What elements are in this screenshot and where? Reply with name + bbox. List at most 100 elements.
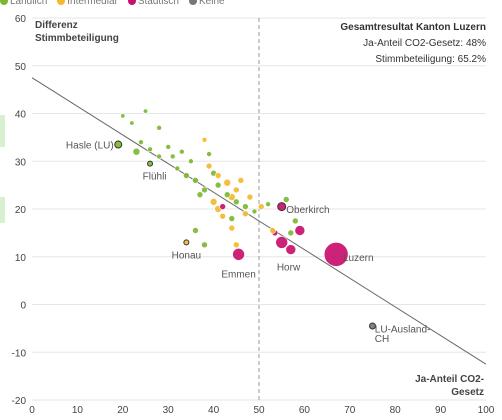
data-point bbox=[251, 208, 258, 215]
y-tick-label: 0 bbox=[20, 301, 26, 312]
data-point bbox=[214, 172, 222, 179]
data-point bbox=[147, 160, 154, 167]
data-point bbox=[242, 203, 249, 210]
data-point bbox=[277, 202, 287, 212]
data-point bbox=[246, 193, 254, 201]
data-point bbox=[232, 248, 245, 261]
data-point bbox=[206, 151, 212, 157]
x-tick-label: 0 bbox=[29, 405, 35, 415]
legend-label: Keine bbox=[198, 0, 225, 7]
x-tick-label: 20 bbox=[117, 405, 129, 415]
data-point bbox=[228, 224, 236, 232]
x-tick-label: 100 bbox=[478, 405, 495, 415]
data-point bbox=[237, 177, 245, 184]
data-point bbox=[201, 186, 208, 194]
data-point bbox=[183, 172, 190, 179]
point-label: LU-Ausland- bbox=[375, 324, 431, 335]
y-tick-label: 60 bbox=[15, 14, 27, 25]
data-point bbox=[147, 146, 153, 153]
data-point bbox=[369, 322, 376, 330]
point-label: Luzern bbox=[343, 253, 374, 264]
data-point bbox=[223, 178, 232, 187]
data-point bbox=[143, 108, 149, 114]
data-point bbox=[257, 203, 265, 210]
data-point bbox=[120, 113, 126, 119]
data-point bbox=[233, 241, 240, 249]
data-point bbox=[214, 181, 222, 189]
y-axis-label: Differenz bbox=[35, 20, 78, 31]
legend-item: Landlich bbox=[0, 0, 48, 7]
point-label: Hasle (LU) bbox=[66, 141, 114, 152]
trend-line bbox=[31, 77, 487, 365]
data-point bbox=[165, 144, 171, 150]
legend-item: Stadtisch bbox=[127, 0, 179, 7]
data-point bbox=[132, 147, 141, 156]
data-point bbox=[285, 244, 297, 255]
data-point bbox=[223, 191, 231, 198]
data-point bbox=[275, 236, 289, 249]
data-point bbox=[233, 198, 240, 206]
legend-label: Intermediar bbox=[67, 0, 118, 7]
data-point bbox=[287, 229, 295, 237]
point-label: Honau bbox=[172, 250, 201, 261]
data-point bbox=[174, 165, 181, 172]
x-tick-label: 80 bbox=[390, 405, 402, 415]
y-tick-label: 50 bbox=[15, 62, 27, 73]
legend-item: Keine bbox=[188, 0, 225, 7]
data-point bbox=[294, 225, 306, 236]
x-tick-label: 30 bbox=[163, 405, 175, 415]
data-point bbox=[219, 212, 226, 220]
summary-title: Gesamtresultat Kanton Luzern bbox=[340, 22, 486, 33]
circle-icon bbox=[57, 0, 66, 5]
data-point bbox=[219, 203, 226, 210]
data-point bbox=[192, 227, 199, 234]
data-point bbox=[129, 120, 135, 126]
data-point bbox=[196, 191, 204, 198]
circle-icon bbox=[0, 0, 8, 5]
legend-label: Landlich bbox=[10, 0, 48, 7]
x-tick-label: 40 bbox=[208, 405, 220, 415]
point-label: Flühli bbox=[143, 172, 167, 183]
side-marker bbox=[0, 115, 5, 147]
data-point bbox=[169, 153, 176, 160]
y-tick-label: 30 bbox=[15, 157, 27, 168]
y-axis-label: Stimmbeteiligung bbox=[35, 33, 119, 44]
data-point bbox=[323, 242, 349, 267]
circle-icon bbox=[188, 0, 197, 5]
data-point bbox=[201, 241, 208, 249]
summary-line: Stimmbeteiligung: 65.2% bbox=[375, 54, 486, 65]
x-tick-label: 70 bbox=[344, 405, 356, 415]
data-point bbox=[114, 140, 123, 149]
data-point bbox=[265, 201, 271, 208]
y-tick-label: -10 bbox=[12, 348, 27, 359]
data-point bbox=[183, 239, 190, 246]
point-label: Horw bbox=[277, 262, 301, 273]
data-point bbox=[138, 139, 144, 145]
data-point bbox=[156, 153, 162, 160]
y-tick-label: 20 bbox=[15, 205, 27, 216]
y-tick-label: 10 bbox=[15, 253, 27, 264]
point-label: CH bbox=[375, 334, 389, 345]
legend-item: Intermediar bbox=[57, 0, 118, 7]
x-tick-label: 90 bbox=[435, 405, 447, 415]
data-point bbox=[269, 227, 276, 234]
x-axis-label: Ja-Anteil CO2- bbox=[415, 374, 484, 385]
legend: Landlich Intermediar Stadtisch Keine bbox=[0, 0, 225, 7]
circle-icon bbox=[127, 0, 136, 5]
x-tick-label: 50 bbox=[253, 405, 265, 415]
point-label: Oberkirch bbox=[286, 205, 329, 216]
data-point bbox=[188, 158, 194, 165]
data-point bbox=[192, 177, 199, 184]
y-tick-label: 40 bbox=[15, 110, 27, 121]
data-point bbox=[282, 196, 290, 203]
data-point bbox=[228, 215, 236, 222]
data-point bbox=[233, 186, 240, 194]
x-tick-label: 60 bbox=[299, 405, 311, 415]
side-marker bbox=[0, 197, 5, 223]
data-point bbox=[179, 148, 185, 155]
data-point bbox=[209, 198, 218, 206]
legend-label: Stadtisch bbox=[137, 0, 179, 7]
x-axis-label: Gesetz bbox=[451, 387, 484, 398]
